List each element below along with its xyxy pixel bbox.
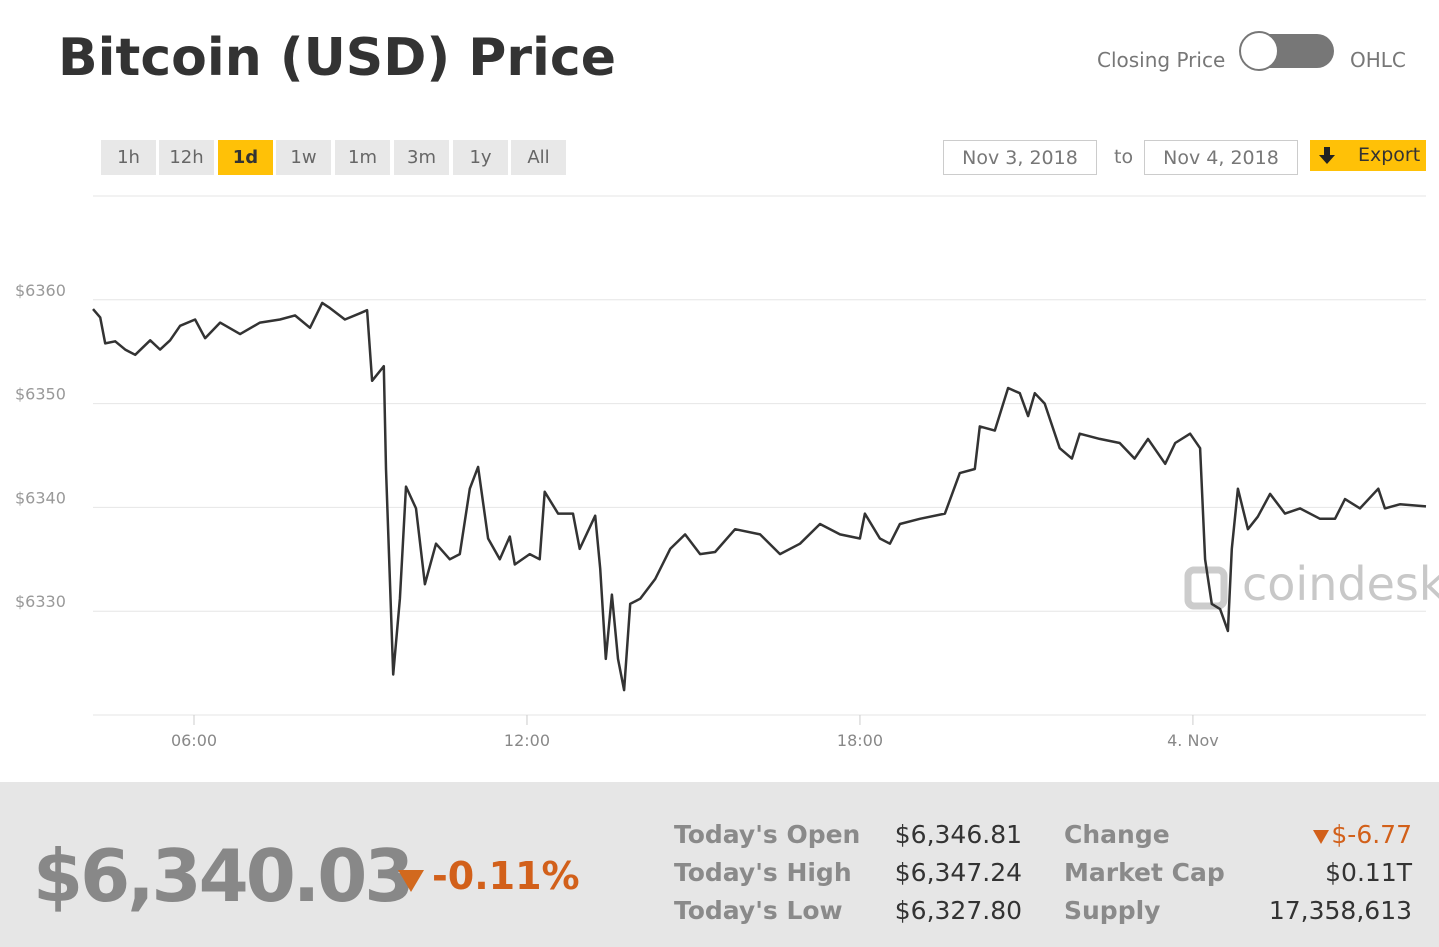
price-line	[92, 301, 1427, 692]
change-percent: -0.11%	[432, 854, 580, 898]
stat-value: $0.11T	[1325, 858, 1412, 887]
range-button[interactable]: 1w	[276, 140, 331, 175]
page-title: Bitcoin (USD) Price	[58, 28, 616, 88]
down-arrow	[1313, 830, 1329, 844]
range-button[interactable]: 1m	[335, 140, 390, 175]
x-tick-label: 06:00	[171, 731, 217, 750]
y-tick-label: $6350	[15, 385, 66, 404]
stat-value: $6,347.24	[894, 858, 1022, 887]
down-arrow	[398, 870, 424, 892]
watermark-icon	[1184, 566, 1228, 610]
stat-label: Market Cap	[1064, 858, 1225, 887]
x-tick-label: 4. Nov	[1167, 731, 1219, 750]
range-button[interactable]: 1y	[453, 140, 508, 175]
x-tick-label: 12:00	[504, 731, 550, 750]
range-button[interactable]: 3m	[394, 140, 449, 175]
date-separator: to	[1114, 146, 1134, 168]
toggle-label[interactable]: OHLC	[1350, 48, 1406, 72]
y-tick-label: $6330	[15, 592, 66, 611]
range-button[interactable]: 12h	[159, 140, 214, 175]
date-to[interactable]: Nov 4, 2018	[1144, 140, 1298, 175]
chart: coindesk $6330 $6340 $6350 $6360 06:00 12:00 1…	[15, 195, 1439, 750]
x-tick-label: 18:00	[837, 731, 883, 750]
stat-value: 17,358,613	[1268, 896, 1412, 925]
toggle-knob[interactable]	[1239, 31, 1279, 71]
range-button[interactable]: All	[511, 140, 566, 175]
stat-label: Change	[1064, 820, 1170, 849]
watermark: coindesk	[1242, 557, 1439, 611]
y-tick-label: $6360	[15, 281, 66, 300]
stat-value: $6,327.80	[894, 896, 1022, 925]
toggle-label[interactable]: Closing Price	[1097, 48, 1226, 72]
date-from[interactable]: Nov 3, 2018	[943, 140, 1097, 175]
export-label: Export	[1358, 144, 1421, 166]
summary-panel: $6,340.03 -0.11% Today's Open $6,346.81 To…	[0, 782, 1439, 947]
stat-label: Today's Open	[674, 820, 861, 849]
export-button[interactable]: Export	[1310, 140, 1426, 171]
stat-value: $6,346.81	[894, 820, 1022, 849]
stat-label: Today's Low	[674, 896, 843, 925]
current-price: $6,340.03	[33, 834, 414, 918]
stat-label: Supply	[1064, 896, 1161, 925]
y-tick-label: $6340	[15, 488, 66, 507]
export-icon	[1319, 147, 1335, 164]
range-button[interactable]: 1d	[218, 140, 273, 175]
stat-value: $-6.77	[1331, 820, 1412, 849]
range-button[interactable]: 1h	[101, 140, 156, 175]
stat-label: Today's High	[674, 858, 852, 887]
